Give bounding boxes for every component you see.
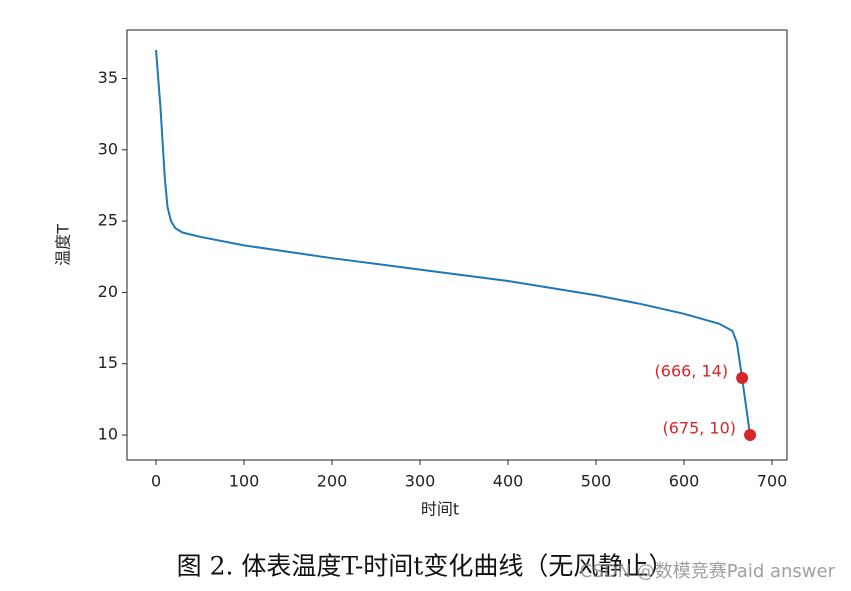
x-tick-label: 300 bbox=[405, 472, 436, 491]
y-axis-label: 温度T bbox=[54, 224, 73, 266]
y-tick-label: 25 bbox=[98, 211, 118, 230]
x-tick-label: 600 bbox=[669, 472, 700, 491]
plot-frame bbox=[126, 29, 788, 461]
y-tick-label: 15 bbox=[98, 353, 118, 372]
x-axis-label: 时间t bbox=[421, 500, 459, 519]
x-tick-label: 500 bbox=[581, 472, 612, 491]
point-annotation: (666, 14) bbox=[655, 361, 729, 380]
point-annotation: (675, 10) bbox=[662, 419, 736, 438]
highlight-point bbox=[744, 429, 757, 442]
x-tick-label: 0 bbox=[151, 472, 161, 491]
y-tick-label: 30 bbox=[98, 139, 118, 158]
y-tick-label: 10 bbox=[98, 425, 118, 444]
x-tick-label: 400 bbox=[493, 472, 524, 491]
y-tick-label: 35 bbox=[98, 68, 118, 87]
x-tick-label: 200 bbox=[317, 472, 348, 491]
caption: 图 2. 体表温度T-时间t变化曲线（无风静止） bbox=[177, 552, 674, 581]
x-tick-label: 700 bbox=[757, 472, 788, 491]
x-tick-label: 100 bbox=[229, 472, 260, 491]
line bbox=[155, 49, 752, 436]
highlight-point bbox=[736, 371, 749, 384]
watermark: CSDN @数模竞赛Paid answer bbox=[580, 561, 836, 582]
y-tick-label: 20 bbox=[98, 282, 118, 301]
